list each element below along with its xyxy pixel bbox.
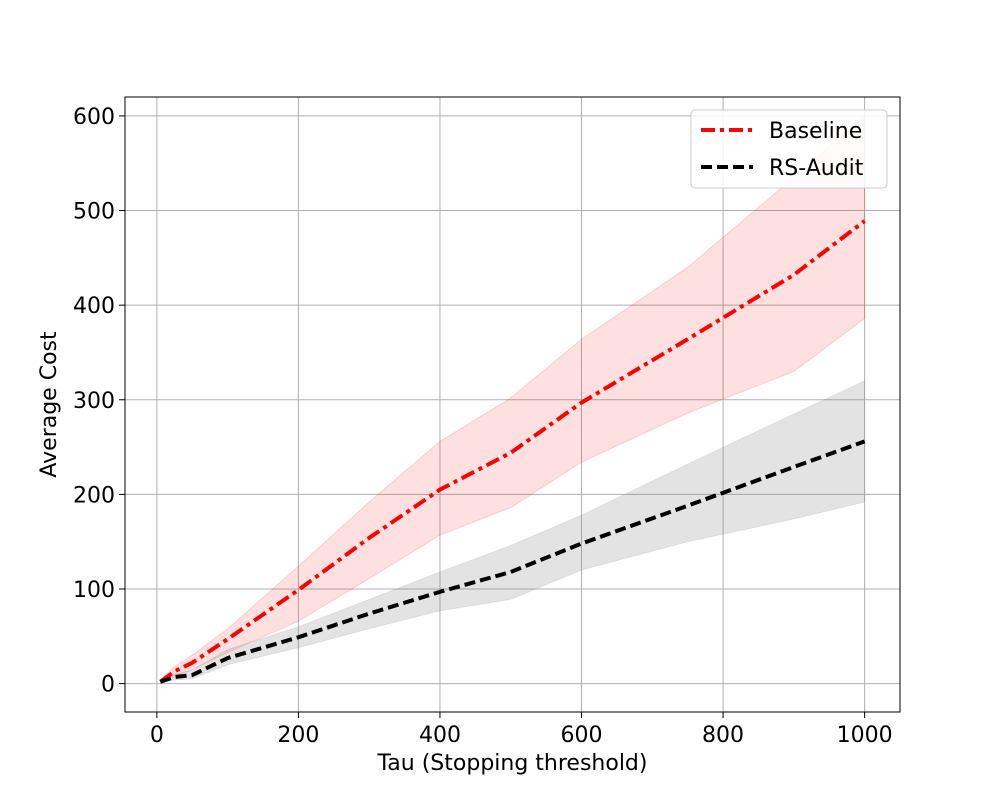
y-tick-label: 600 [73, 105, 115, 130]
x-tick-label: 800 [702, 723, 744, 748]
y-tick-label: 200 [73, 483, 115, 508]
y-tick-label: 100 [73, 578, 115, 603]
y-tick-label: 0 [101, 673, 115, 698]
legend-label-baseline: Baseline [769, 119, 862, 144]
band-baseline [159, 114, 866, 684]
x-tick-label: 0 [150, 723, 164, 748]
y-tick-label: 400 [73, 294, 115, 319]
legend: Baseline RS-Audit [690, 109, 888, 189]
series-line-rs-audit [159, 439, 866, 684]
x-tick-label: 400 [419, 723, 461, 748]
y-tick-label: 300 [73, 389, 115, 414]
band-rs-audit [159, 380, 866, 684]
y-tick-label: 500 [73, 200, 115, 225]
x-tick-label: 600 [561, 723, 603, 748]
plot-frame [124, 96, 901, 713]
series-line-baseline [159, 219, 866, 684]
legend-label-rs-audit: RS-Audit [769, 156, 864, 181]
x-tick-label: 1000 [837, 723, 893, 748]
series-lines [159, 219, 866, 684]
y-axis-label: Average Cost [37, 331, 62, 478]
y-axis-ticks: 0 100 200 300 400 500 600 [73, 105, 125, 698]
x-axis-label: Tau (Stopping threshold) [377, 751, 648, 776]
x-tick-label: 200 [277, 723, 319, 748]
x-axis-ticks: 0 200 400 600 800 1000 [150, 712, 893, 748]
confidence-bands [159, 114, 866, 684]
